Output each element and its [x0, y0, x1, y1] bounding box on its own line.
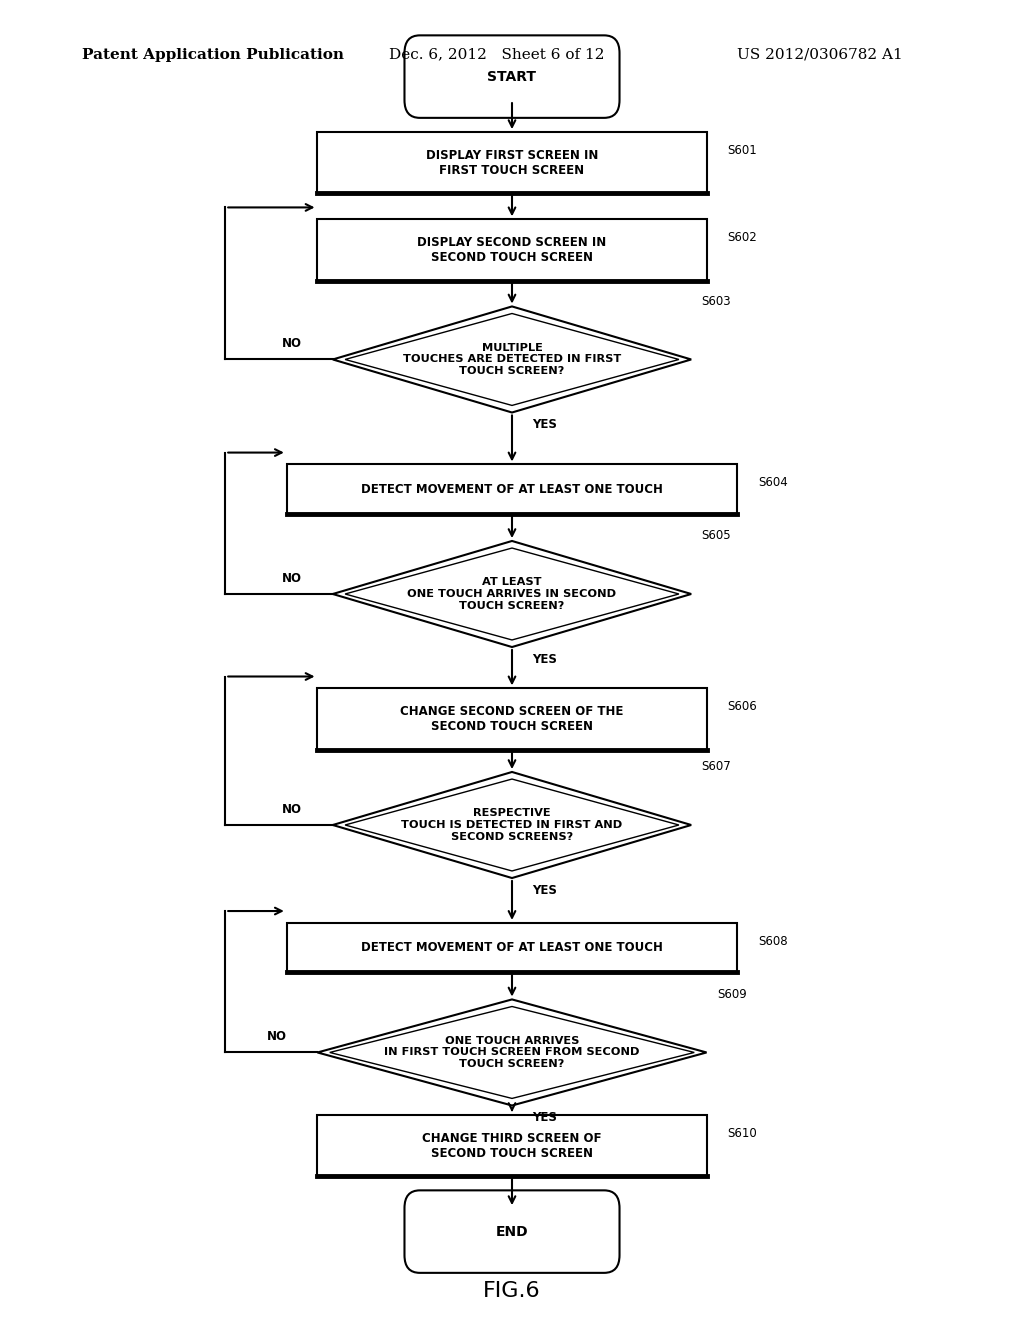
- Text: END: END: [496, 1225, 528, 1238]
- Bar: [317, 688, 707, 750]
- Polygon shape: [333, 772, 691, 878]
- Text: S609: S609: [717, 987, 746, 1001]
- FancyBboxPatch shape: [404, 36, 620, 117]
- Text: CHANGE THIRD SCREEN OF
SECOND TOUCH SCREEN: CHANGE THIRD SCREEN OF SECOND TOUCH SCRE…: [422, 1131, 602, 1159]
- Text: S604: S604: [758, 477, 787, 490]
- Polygon shape: [333, 541, 691, 647]
- Text: RESPECTIVE
TOUCH IS DETECTED IN FIRST AND
SECOND SCREENS?: RESPECTIVE TOUCH IS DETECTED IN FIRST AN…: [401, 808, 623, 842]
- Text: YES: YES: [532, 418, 557, 432]
- Text: Patent Application Publication: Patent Application Publication: [82, 48, 344, 62]
- Text: START: START: [487, 70, 537, 83]
- Bar: [287, 923, 737, 973]
- Text: S610: S610: [727, 1127, 757, 1139]
- Text: YES: YES: [532, 1111, 557, 1125]
- Text: S606: S606: [727, 700, 757, 713]
- Text: S608: S608: [758, 935, 787, 948]
- Text: NO: NO: [266, 1030, 287, 1043]
- Bar: [317, 132, 707, 193]
- Bar: [287, 465, 737, 513]
- Text: DISPLAY SECOND SCREEN IN
SECOND TOUCH SCREEN: DISPLAY SECOND SCREEN IN SECOND TOUCH SC…: [418, 236, 606, 264]
- Polygon shape: [333, 306, 691, 413]
- Text: S601: S601: [727, 144, 757, 157]
- Text: NO: NO: [282, 572, 302, 585]
- Text: Dec. 6, 2012   Sheet 6 of 12: Dec. 6, 2012 Sheet 6 of 12: [389, 48, 604, 62]
- Text: S603: S603: [701, 294, 731, 308]
- Text: DETECT MOVEMENT OF AT LEAST ONE TOUCH: DETECT MOVEMENT OF AT LEAST ONE TOUCH: [361, 483, 663, 495]
- Bar: [317, 1115, 707, 1176]
- Text: NO: NO: [282, 337, 302, 350]
- Text: MULTIPLE
TOUCHES ARE DETECTED IN FIRST
TOUCH SCREEN?: MULTIPLE TOUCHES ARE DETECTED IN FIRST T…: [402, 343, 622, 376]
- Text: YES: YES: [532, 653, 557, 665]
- Text: FIG.6: FIG.6: [483, 1280, 541, 1300]
- Text: ONE TOUCH ARRIVES
IN FIRST TOUCH SCREEN FROM SECOND
TOUCH SCREEN?: ONE TOUCH ARRIVES IN FIRST TOUCH SCREEN …: [384, 1036, 640, 1069]
- Text: S607: S607: [701, 760, 731, 774]
- Polygon shape: [317, 999, 707, 1106]
- Text: S605: S605: [701, 529, 731, 543]
- Bar: [317, 219, 707, 281]
- Text: AT LEAST
ONE TOUCH ARRIVES IN SECOND
TOUCH SCREEN?: AT LEAST ONE TOUCH ARRIVES IN SECOND TOU…: [408, 577, 616, 611]
- Text: NO: NO: [282, 803, 302, 816]
- Text: CHANGE SECOND SCREEN OF THE
SECOND TOUCH SCREEN: CHANGE SECOND SCREEN OF THE SECOND TOUCH…: [400, 705, 624, 733]
- Text: US 2012/0306782 A1: US 2012/0306782 A1: [737, 48, 903, 62]
- Text: YES: YES: [532, 884, 557, 896]
- Text: DISPLAY FIRST SCREEN IN
FIRST TOUCH SCREEN: DISPLAY FIRST SCREEN IN FIRST TOUCH SCRE…: [426, 149, 598, 177]
- Text: S602: S602: [727, 231, 757, 244]
- FancyBboxPatch shape: [404, 1191, 620, 1272]
- Text: DETECT MOVEMENT OF AT LEAST ONE TOUCH: DETECT MOVEMENT OF AT LEAST ONE TOUCH: [361, 941, 663, 954]
